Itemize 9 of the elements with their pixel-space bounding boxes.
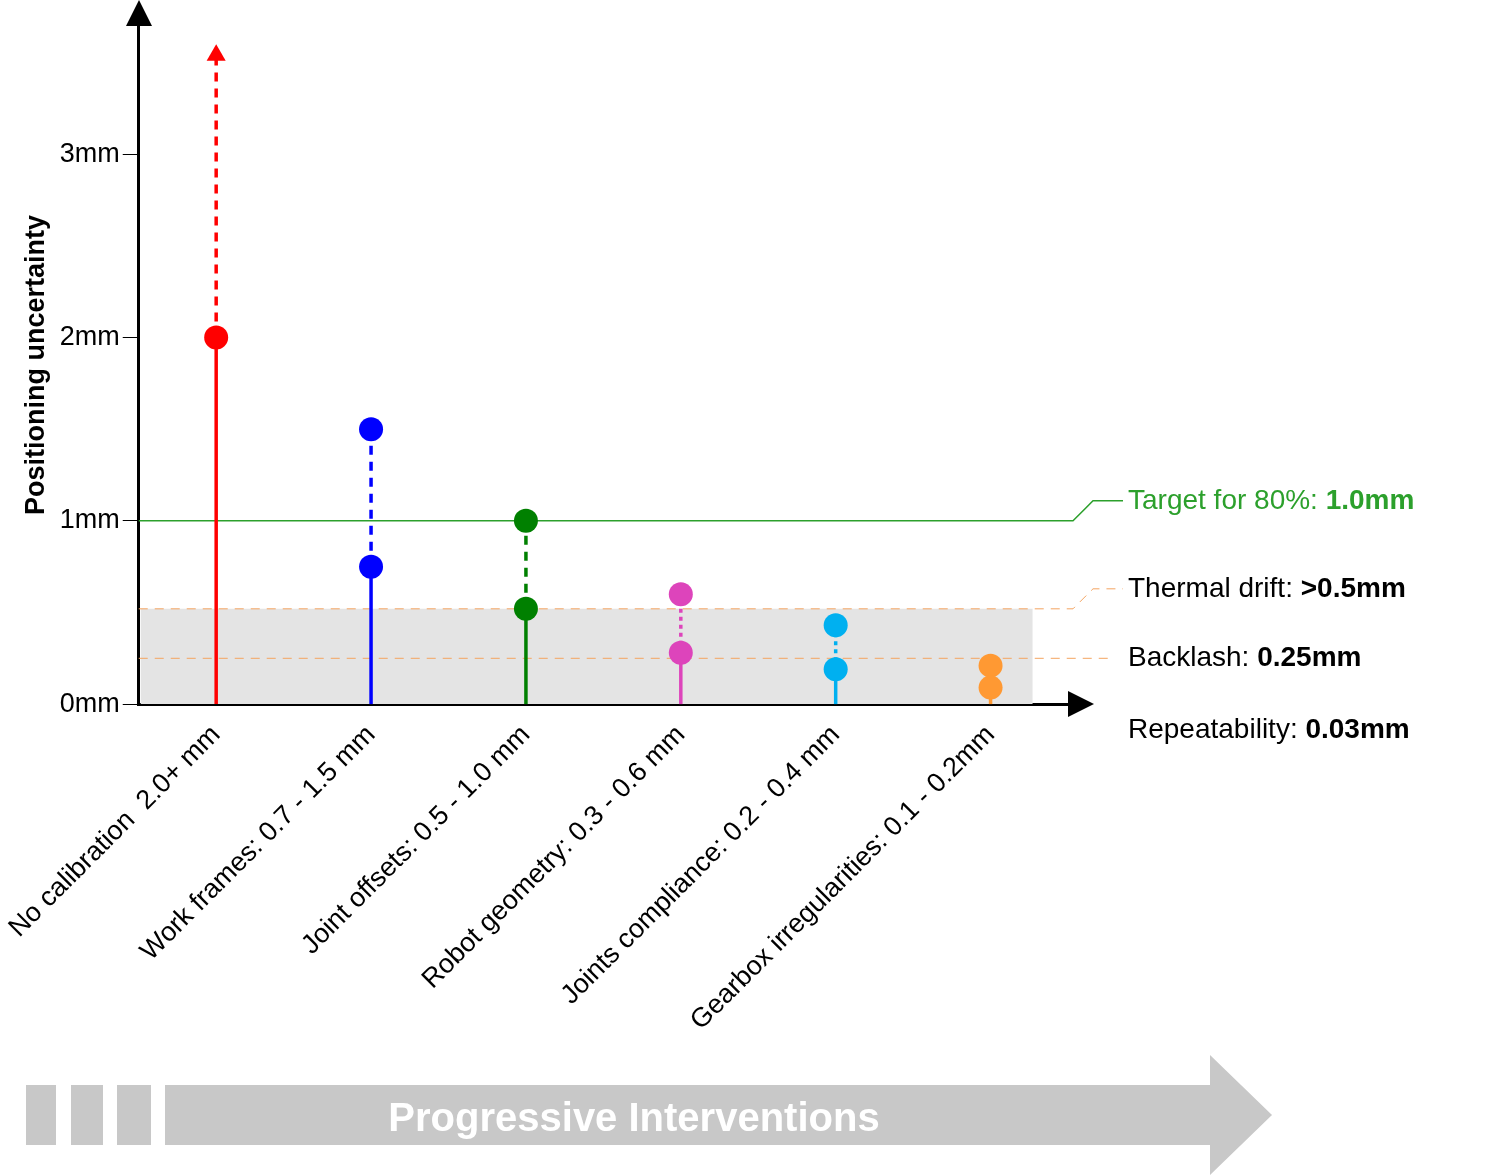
ref-line-label: Backlash: 0.25mm	[1128, 641, 1362, 673]
ref-line-label: Thermal drift: >0.5mm	[1128, 571, 1406, 603]
ref-line-label: Target for 80%: 1.0mm	[1128, 483, 1415, 515]
y-tick-label: 3mm	[59, 137, 120, 168]
y-tick-label: 0mm	[59, 687, 120, 718]
y-tick-label: 2mm	[59, 321, 120, 352]
y-axis-title: Positioning uncertainty	[19, 215, 50, 516]
text: Repeatability: 0.03mm	[1128, 713, 1410, 745]
y-tick-label: 1mm	[59, 504, 120, 535]
